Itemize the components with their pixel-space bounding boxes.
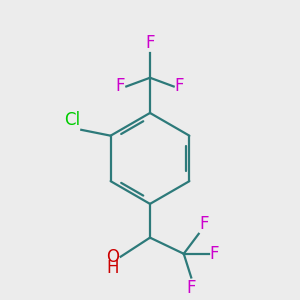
Text: F: F bbox=[210, 245, 219, 263]
Text: O: O bbox=[106, 248, 119, 266]
Text: F: F bbox=[116, 77, 125, 95]
Text: F: F bbox=[145, 34, 155, 52]
Text: F: F bbox=[175, 77, 184, 95]
Text: Cl: Cl bbox=[64, 111, 80, 129]
Text: H: H bbox=[107, 259, 119, 277]
Text: F: F bbox=[187, 279, 196, 297]
Text: F: F bbox=[200, 215, 209, 233]
